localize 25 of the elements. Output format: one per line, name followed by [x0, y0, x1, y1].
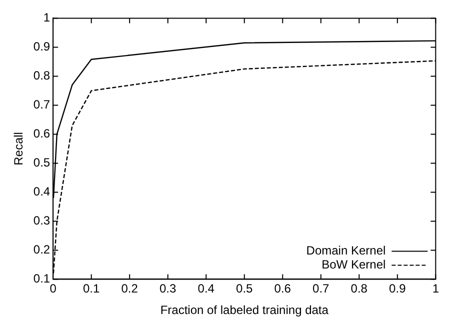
- x-tick-label: 0.3: [160, 282, 177, 296]
- legend-label: BoW Kernel: [322, 258, 386, 272]
- y-axis-title: Recall: [12, 132, 26, 166]
- x-tick-label: 0: [50, 282, 57, 296]
- x-tick-label: 0.9: [389, 282, 406, 296]
- y-tick-label: 0.7: [33, 98, 50, 112]
- y-tick-label: 0.8: [33, 68, 50, 83]
- y-tick-label: 1: [43, 10, 50, 25]
- legend-label: Domain Kernel: [306, 244, 386, 258]
- x-tick-label: 0.4: [198, 282, 215, 296]
- x-tick-label: 0.8: [350, 282, 368, 296]
- x-tick-label: 0.2: [121, 282, 138, 296]
- y-tick-label: 0.4: [33, 184, 50, 199]
- y-tick-label: 0.1: [33, 272, 50, 286]
- x-tick-label: 0.5: [236, 282, 254, 296]
- x-tick-label: 0.1: [82, 282, 100, 296]
- x-axis-title: Fraction of labeled training data: [160, 303, 329, 318]
- y-tick-label: 0.3: [33, 214, 50, 228]
- y-tick-label: 0.5: [33, 156, 50, 170]
- y-tick-label: 0.9: [33, 40, 50, 54]
- x-tick-label: 1: [432, 282, 440, 296]
- y-tick-label: 0.6: [33, 126, 50, 141]
- x-tick-label: 0.6: [274, 282, 292, 296]
- x-tick-label: 0.7: [312, 282, 330, 296]
- y-tick-label: 0.2: [33, 242, 50, 257]
